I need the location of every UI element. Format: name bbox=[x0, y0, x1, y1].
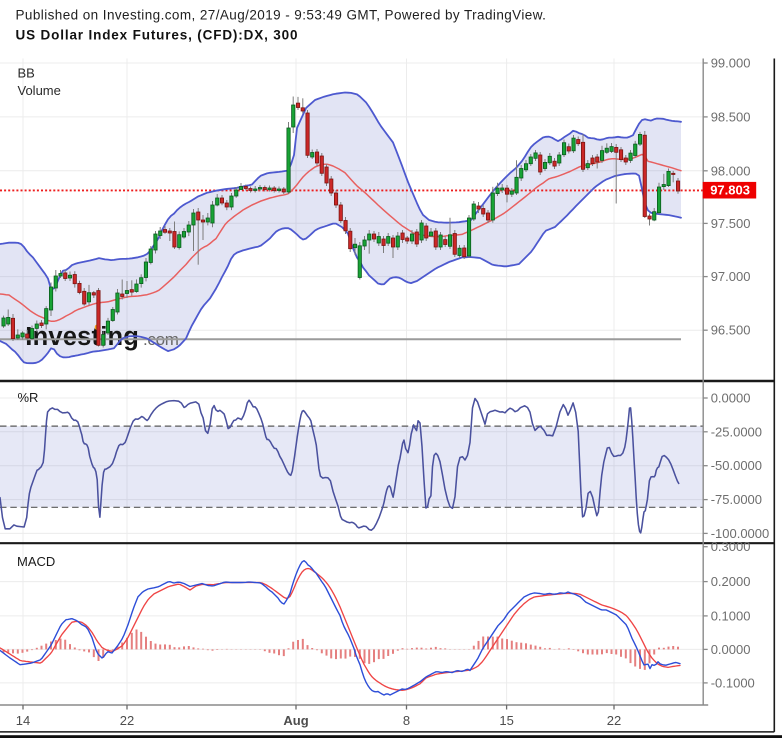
svg-text:Published on Investing.com, 27: Published on Investing.com, 27/Aug/2019 … bbox=[16, 8, 547, 23]
svg-text:-25.0000: -25.0000 bbox=[711, 424, 762, 439]
svg-text:Investing: Investing bbox=[25, 323, 139, 351]
svg-text:-100.0000: -100.0000 bbox=[711, 526, 770, 541]
svg-text:MACD: MACD bbox=[17, 554, 55, 569]
svg-text:22: 22 bbox=[120, 713, 134, 728]
svg-text:BB: BB bbox=[18, 66, 35, 81]
svg-text:0.2000: 0.2000 bbox=[711, 574, 751, 589]
svg-text:97.500: 97.500 bbox=[711, 216, 751, 231]
svg-text:0.3000: 0.3000 bbox=[711, 539, 751, 554]
svg-text:8: 8 bbox=[403, 713, 410, 728]
svg-text:US Dollar Index Futures, (CFD): US Dollar Index Futures, (CFD):DX, 300 bbox=[16, 27, 299, 42]
svg-text:97.000: 97.000 bbox=[711, 269, 751, 284]
svg-text:-0.1000: -0.1000 bbox=[711, 675, 755, 690]
svg-text:0.0000: 0.0000 bbox=[711, 642, 751, 657]
svg-text:Volume: Volume bbox=[18, 83, 61, 98]
svg-text:96.500: 96.500 bbox=[711, 323, 751, 338]
svg-text:-50.0000: -50.0000 bbox=[711, 458, 762, 473]
svg-text:14: 14 bbox=[16, 713, 30, 728]
svg-text:0.1000: 0.1000 bbox=[711, 608, 751, 623]
svg-text:-75.0000: -75.0000 bbox=[711, 492, 762, 507]
svg-text:0.0000: 0.0000 bbox=[711, 391, 751, 406]
svg-text:Aug: Aug bbox=[283, 713, 308, 728]
svg-text:97.803: 97.803 bbox=[710, 183, 750, 198]
svg-text:22: 22 bbox=[607, 713, 621, 728]
svg-text:98.000: 98.000 bbox=[711, 163, 751, 178]
svg-text:98.500: 98.500 bbox=[711, 109, 751, 124]
svg-text:%R: %R bbox=[18, 390, 39, 405]
svg-text:15: 15 bbox=[499, 713, 513, 728]
svg-text:99.000: 99.000 bbox=[711, 56, 751, 71]
